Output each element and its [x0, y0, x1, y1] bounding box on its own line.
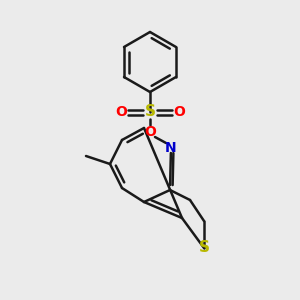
- Text: O: O: [173, 105, 185, 119]
- Text: S: S: [145, 104, 155, 119]
- Text: O: O: [115, 105, 127, 119]
- Text: N: N: [165, 141, 177, 155]
- Text: S: S: [199, 241, 209, 256]
- Text: O: O: [144, 125, 156, 139]
